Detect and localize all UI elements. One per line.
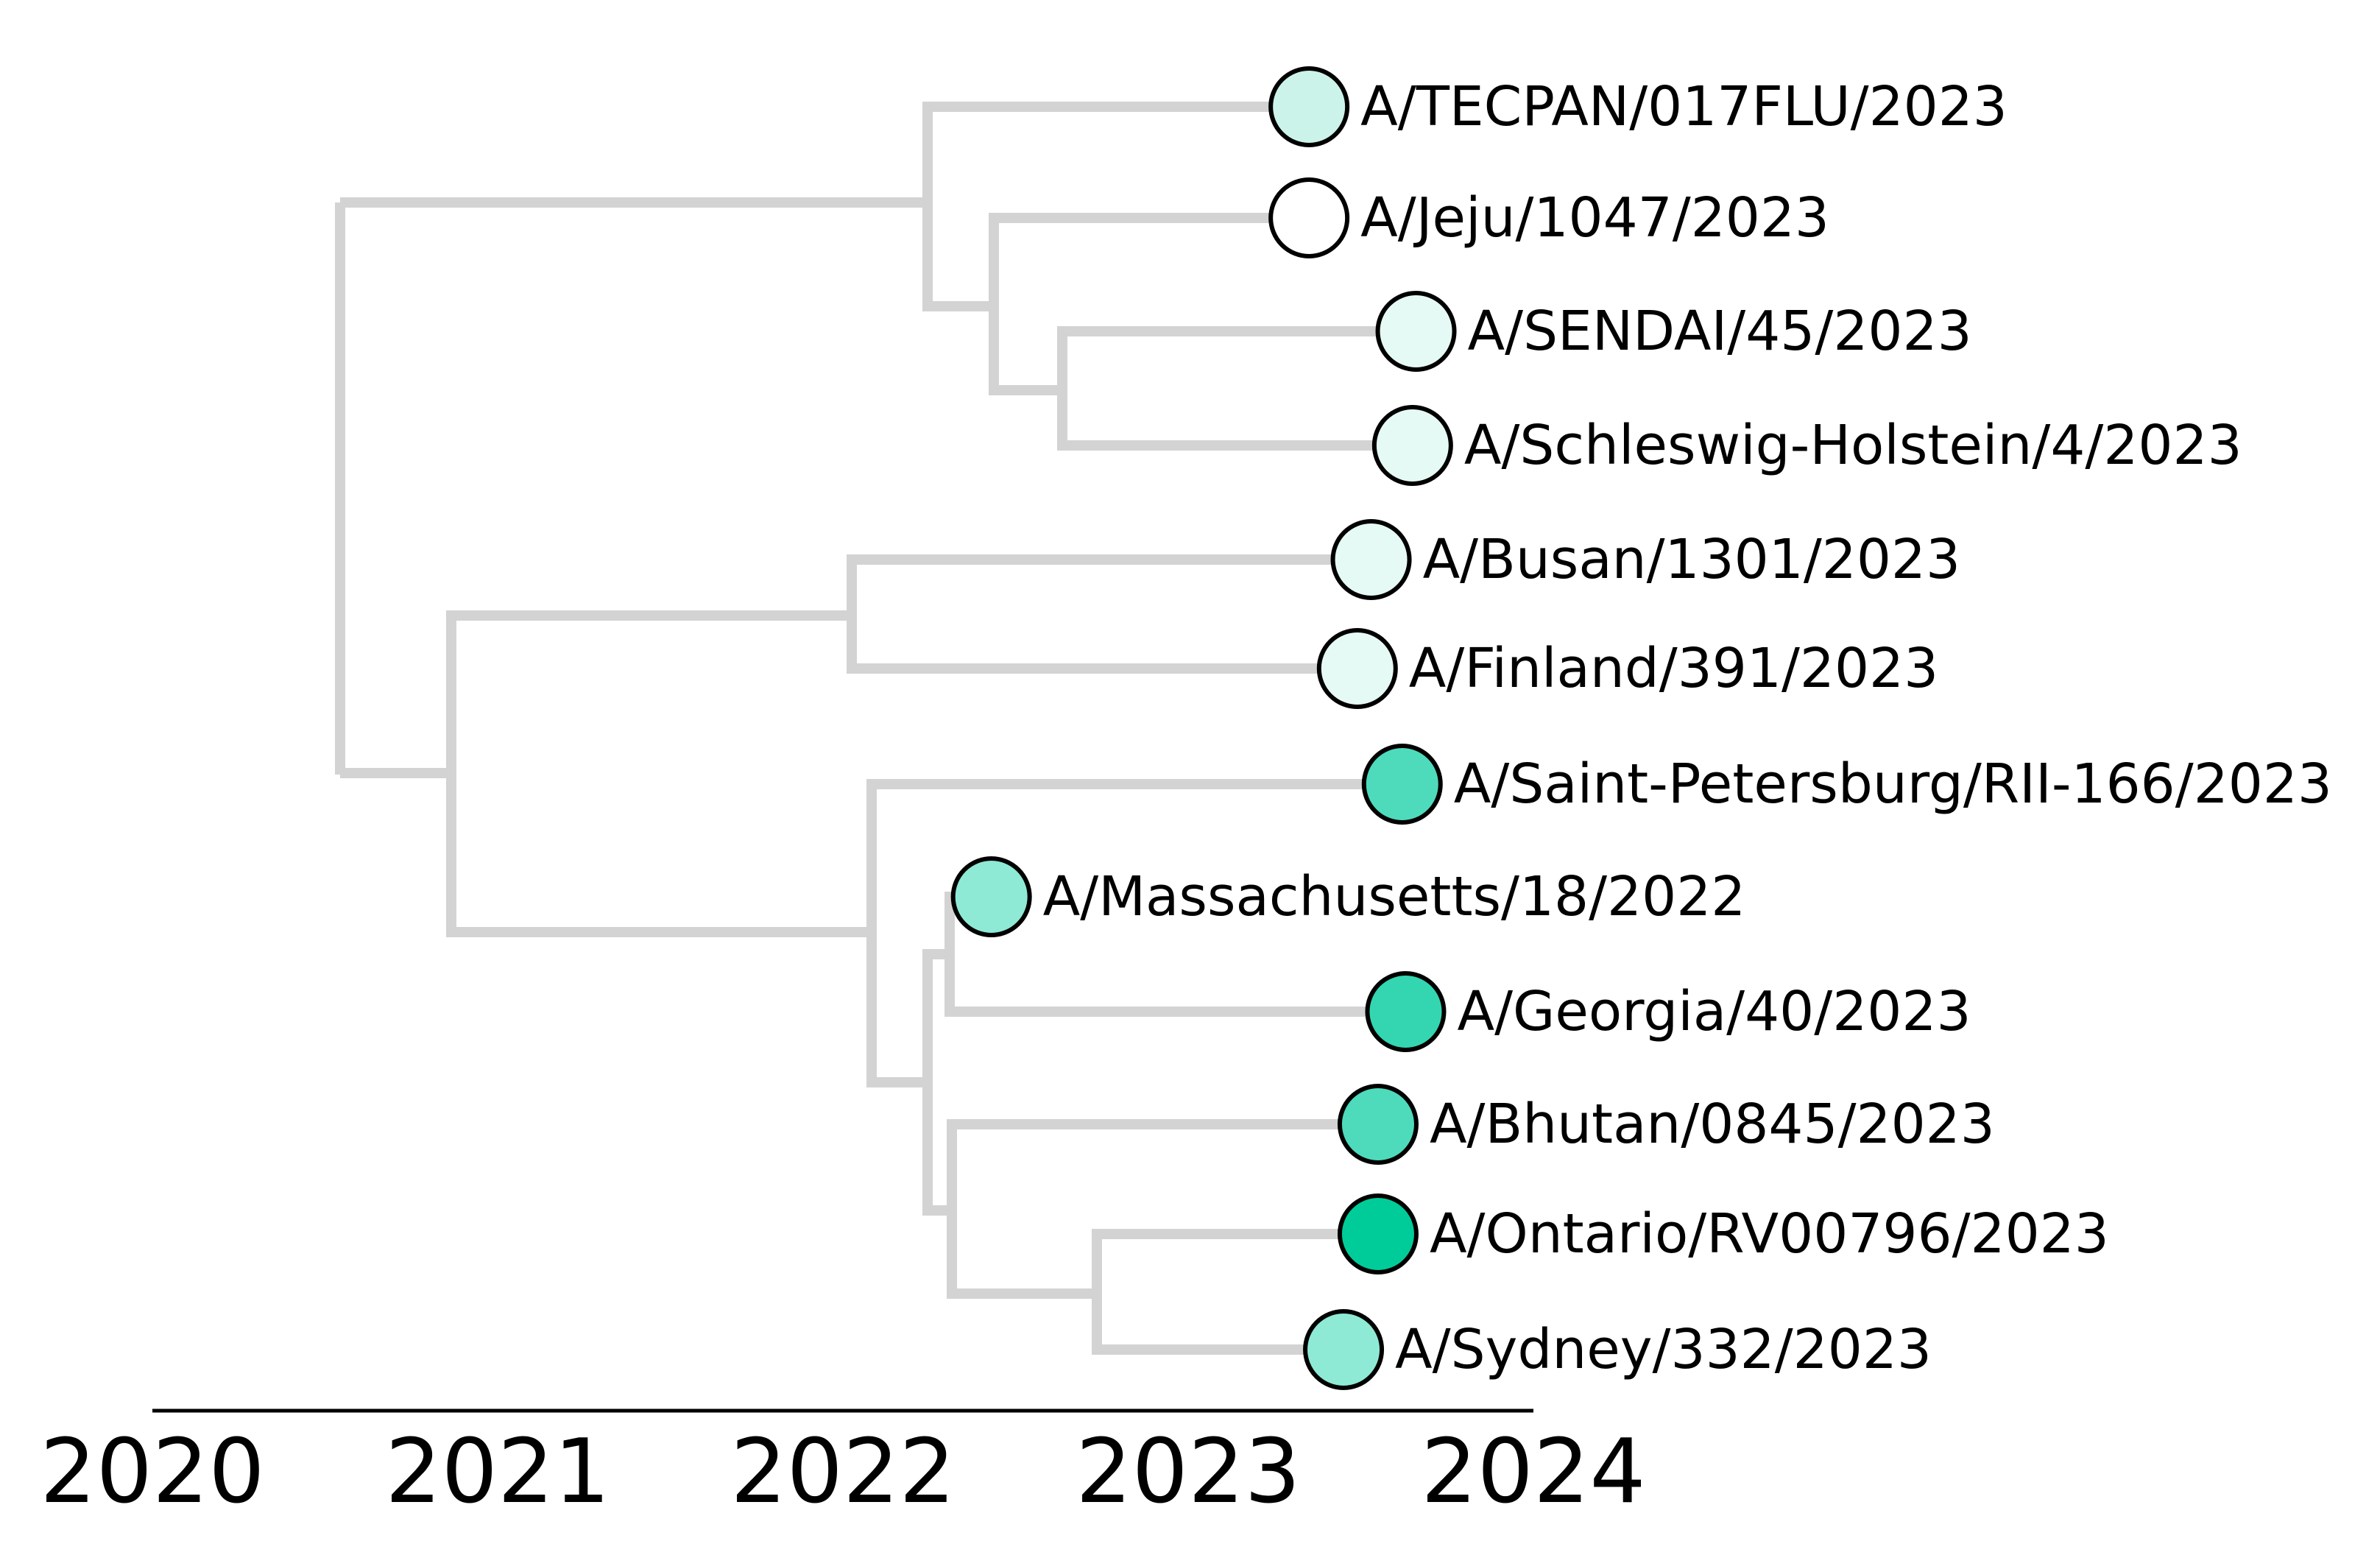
axis-tick-2022: 2022 <box>730 1421 955 1523</box>
branch-clade-b <box>446 610 872 937</box>
tip-label: A/Schleswig-Holstein/4/2023 <box>1464 414 2242 477</box>
tip-node <box>1268 177 1350 258</box>
tip-label: A/Finland/391/2023 <box>1409 637 1938 700</box>
tip-node <box>1337 1084 1419 1165</box>
tip-node <box>1375 291 1457 372</box>
tip-label: A/Georgia/40/2023 <box>1457 980 1971 1043</box>
tip-node <box>1303 1309 1385 1390</box>
tip-label: A/Sydney/332/2023 <box>1395 1318 1932 1381</box>
tip-label: A/Saint-Petersburg/RII-166/2023 <box>1454 752 2332 816</box>
tip-label: A/Bhutan/0845/2023 <box>1430 1093 1995 1156</box>
tip-label: A/Massachusetts/18/2022 <box>1043 865 1746 928</box>
tip-node <box>1361 744 1443 825</box>
branch-clade-b6 <box>1092 1229 1378 1355</box>
tip-node <box>1337 1193 1419 1274</box>
branch-clade-a <box>922 102 1313 311</box>
axis-tick-2021: 2021 <box>385 1421 610 1523</box>
tip-label: A/Busan/1301/2023 <box>1423 528 1961 591</box>
tree-branches <box>335 102 1421 1355</box>
tip-node <box>1371 405 1453 486</box>
tip-node <box>1365 971 1447 1052</box>
branch-clade-b5 <box>947 1119 1373 1299</box>
tip-label: A/SENDAI/45/2023 <box>1468 300 1972 363</box>
axis-tick-2020: 2020 <box>40 1421 264 1523</box>
tree-tips: A/TECPAN/017FLU/2023 A/Jeju/1047/2023 A/SE… <box>950 66 2332 1390</box>
axis-tick-2023: 2023 <box>1076 1421 1300 1523</box>
tip-node <box>1316 628 1398 709</box>
tip-label: A/Ontario/RV00796/2023 <box>1430 1202 2109 1266</box>
branch-clade-b1 <box>847 554 1379 674</box>
branch-root <box>335 197 922 778</box>
time-axis: 2020 2021 2022 2023 2024 <box>40 1408 1646 1523</box>
tip-label: A/Jeju/1047/2023 <box>1360 186 1829 250</box>
branch-clade-a3 <box>1057 326 1421 451</box>
branch-clade-a2 <box>989 213 1313 395</box>
tip-node <box>950 856 1032 937</box>
tip-label: A/TECPAN/017FLU/2023 <box>1360 75 2008 138</box>
tip-node <box>1268 66 1350 147</box>
tip-node <box>1330 519 1412 600</box>
branch-clade-b2 <box>866 779 1400 1087</box>
axis-tick-2024: 2024 <box>1421 1421 1645 1523</box>
